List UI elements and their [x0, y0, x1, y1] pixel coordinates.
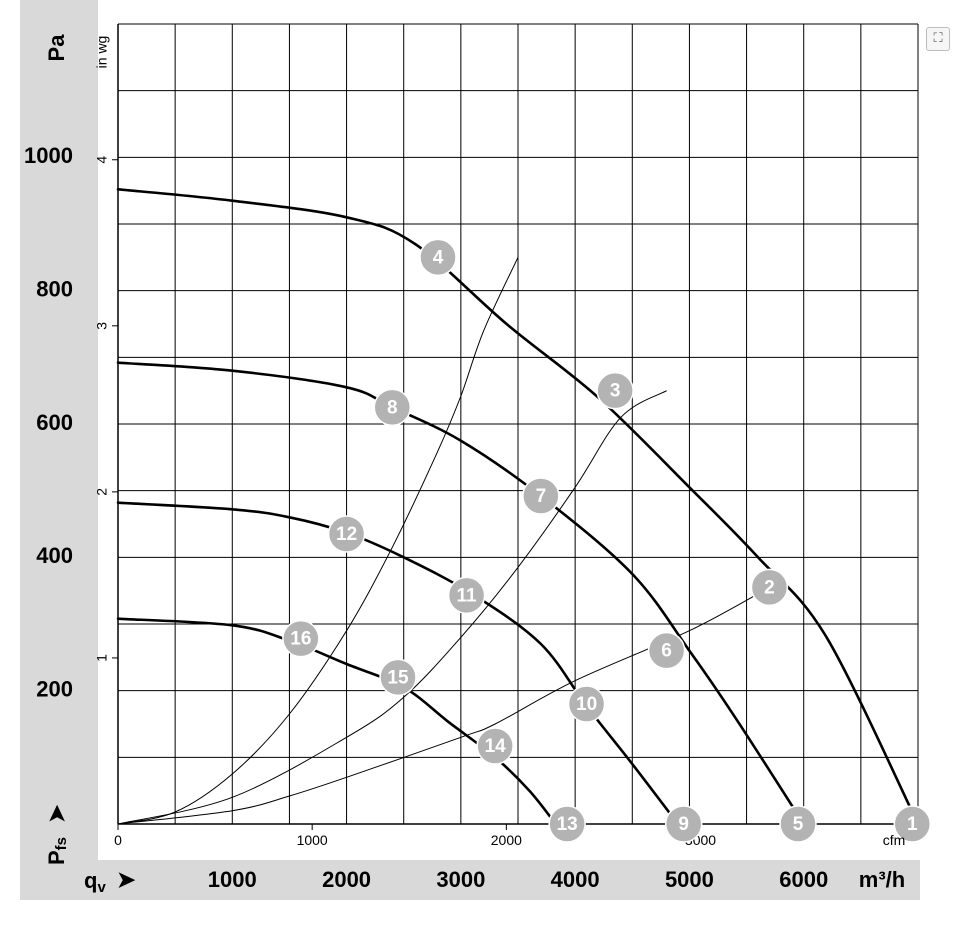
tick-labels: 200 400 600 800 1000 1000 2000 3000 4000 5000 6000 — [24, 143, 828, 892]
y-unit-primary: Pa — [44, 34, 69, 62]
fan-curve — [116, 188, 920, 826]
m3h-tick-label: 5000 — [665, 867, 714, 892]
operating-point-marker — [779, 805, 817, 843]
x-axis-arrow: ➤ — [117, 867, 136, 892]
in-wg-tick-label: 1 — [94, 654, 110, 662]
y-unit-secondary: in wg — [94, 36, 110, 69]
operating-point-marker — [647, 631, 686, 670]
y-axis-name: Pfs ➤ — [44, 804, 70, 865]
x-axis-name: qv — [84, 868, 106, 896]
operating-point-label: 1 — [907, 814, 918, 835]
fan-curve — [116, 361, 805, 826]
operating-point-marker — [596, 371, 634, 410]
y-axis-name-main: P — [44, 850, 69, 865]
m3h-tick-label: 3000 — [436, 867, 485, 892]
operating-point-marker — [419, 238, 457, 277]
bottom-axis-band — [20, 860, 920, 900]
left-axis-band — [20, 0, 98, 900]
operating-point-marker — [567, 685, 606, 723]
svg-text:Pfs: Pfs — [44, 837, 70, 865]
operating-point-label: 12 — [336, 524, 357, 545]
cfm-tick-label: 0 — [114, 832, 122, 848]
m3h-tick-label: 2000 — [322, 867, 371, 892]
m3h-tick-label: 6000 — [779, 867, 828, 892]
y-axis-arrow: ➤ — [44, 804, 69, 823]
operating-point-label: 8 — [387, 397, 398, 418]
operating-point-label: 3 — [610, 381, 621, 402]
pa-tick-label: 1000 — [24, 143, 73, 168]
operating-point-label: 6 — [661, 641, 672, 662]
cfm-tick-label: 2000 — [491, 832, 522, 848]
operating-point-marker — [476, 727, 514, 765]
operating-point-label: 16 — [290, 629, 311, 650]
m3h-tick-label: 4000 — [551, 867, 600, 892]
operating-point-label: 14 — [485, 736, 507, 757]
operating-point-label: 9 — [678, 814, 689, 835]
operating-point-label: 7 — [536, 486, 547, 507]
operating-point-marker — [750, 568, 789, 607]
x-unit-primary: m³/h — [859, 867, 905, 892]
pa-tick-label: 400 — [36, 543, 73, 568]
pa-tick-label: 600 — [36, 410, 73, 435]
cfm-tick-label: 1000 — [297, 832, 328, 848]
x-axis-name-sub: v — [97, 879, 106, 896]
operating-point-label: 10 — [576, 694, 597, 715]
fan-curves — [116, 188, 920, 826]
expand-icon[interactable]: ⛶ — [926, 27, 950, 51]
x-axis-name-main: q — [84, 868, 97, 893]
system-line — [117, 390, 667, 825]
in-wg-tick-label: 3 — [94, 322, 110, 330]
fan-curve — [116, 501, 680, 826]
system-line — [117, 257, 519, 825]
operating-point-label: 4 — [433, 247, 444, 268]
operating-point-marker — [522, 477, 560, 515]
operating-point-label: 15 — [387, 667, 409, 688]
pa-tick-label: 800 — [36, 276, 73, 301]
in-wg-tick-label: 4 — [94, 156, 110, 164]
operating-point-label: 5 — [793, 814, 804, 835]
operating-point-marker — [373, 388, 412, 427]
pa-tick-label: 200 — [36, 676, 73, 701]
y-axis-name-sub: fs — [53, 837, 70, 850]
operating-point-label: 11 — [457, 585, 478, 606]
operating-point-label: 13 — [557, 814, 578, 835]
operating-point-marker — [548, 805, 586, 843]
operating-point-marker — [327, 515, 366, 553]
operating-point-marker — [893, 805, 932, 843]
m3h-tick-label: 1000 — [208, 867, 257, 892]
x-unit-secondary: cfm — [883, 832, 906, 848]
operating-point-marker — [447, 576, 486, 615]
operating-point-marker — [379, 658, 417, 697]
operating-point-marker — [282, 619, 320, 658]
operating-point-marker — [664, 805, 703, 843]
in-wg-tick-label: 2 — [94, 488, 110, 496]
operating-point-label: 2 — [764, 577, 775, 598]
